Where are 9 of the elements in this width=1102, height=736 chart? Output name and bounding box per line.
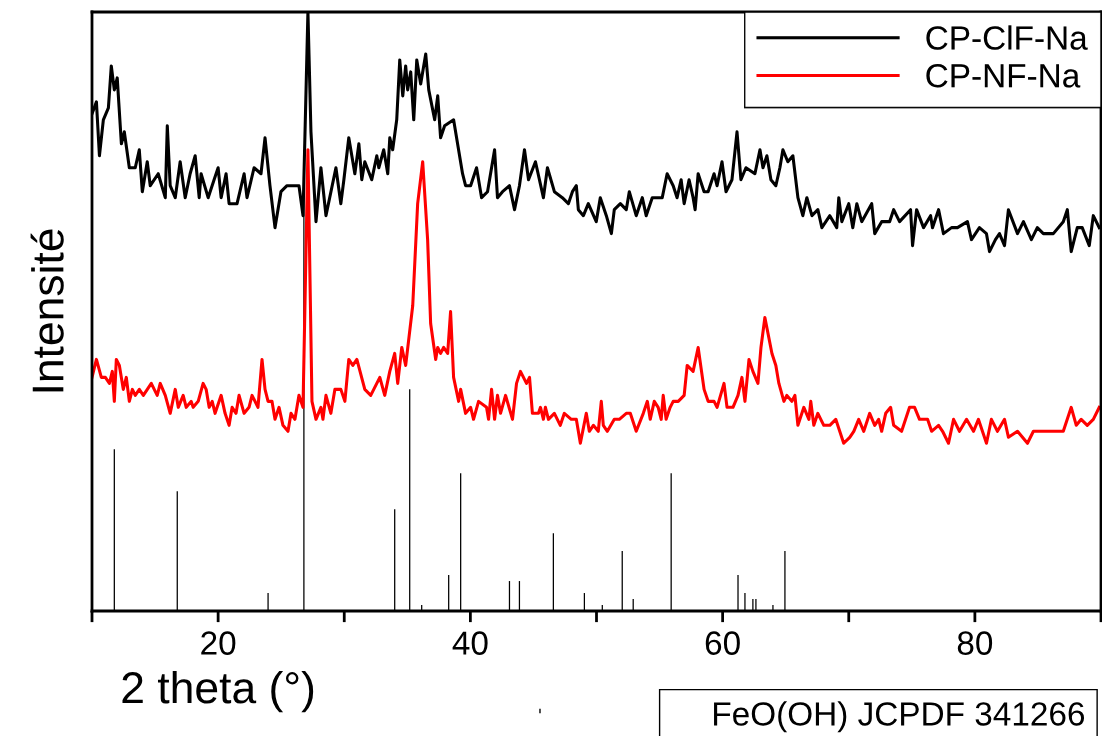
x-tick-label: 20 [201, 631, 236, 655]
y-axis-title: Intensité [30, 229, 64, 392]
text: FeO(OH) JCPDF 341266 [714, 701, 1085, 733]
legend-label: CP-NF-Na [926, 63, 1081, 88]
x-axis-title: 2 theta (°) [122, 670, 314, 713]
legend-label: CP-ClF-Na [926, 25, 1088, 50]
x-tick-label: 80 [957, 631, 993, 655]
x-tick-label: 60 [705, 631, 740, 655]
x-tick-label: 40 [452, 631, 488, 655]
